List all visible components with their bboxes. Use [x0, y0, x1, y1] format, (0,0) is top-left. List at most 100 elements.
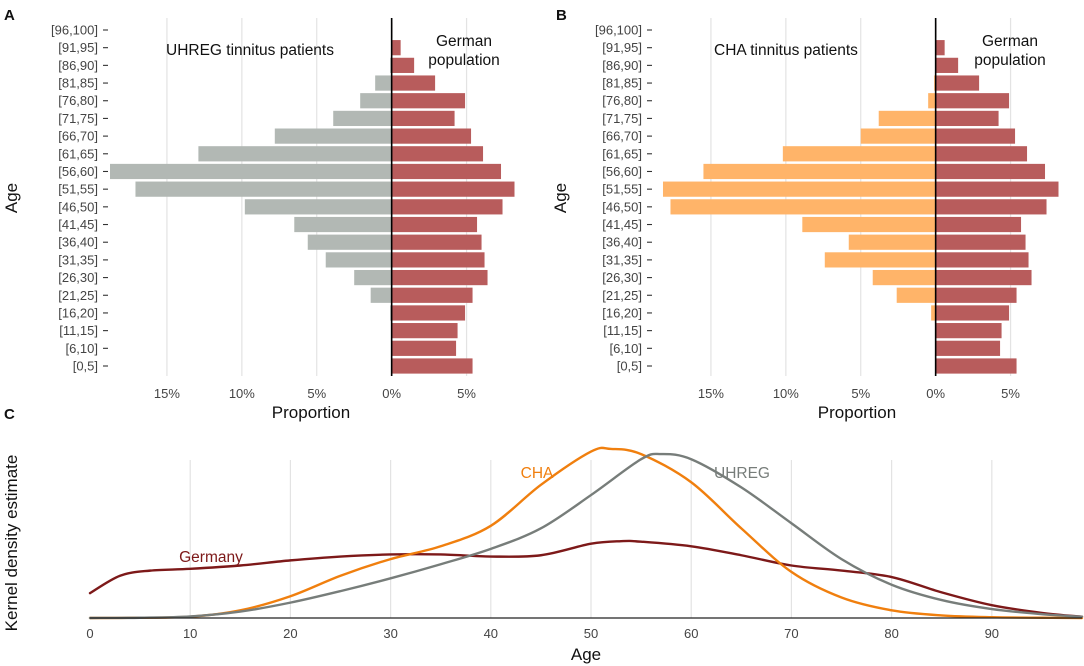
- panel-b-bar-right: [935, 199, 1047, 215]
- panel-a-y-tick-label: [36,40]: [58, 235, 98, 250]
- panel-b-bar-right: [935, 110, 999, 127]
- panel-a-bar-left: [375, 75, 392, 91]
- panel-b-bar-left: [670, 199, 936, 215]
- panel-b-bar-left: [928, 93, 936, 109]
- panel-c-line-germany: [88, 539, 1084, 618]
- panel-b-y-tick-label: [16,20]: [602, 305, 642, 320]
- panel-a-y-tick-label: [81,85]: [58, 76, 98, 91]
- panel-a-bar-right: [391, 358, 473, 374]
- panel-b-bar-right: [935, 163, 1046, 180]
- panel-a-y-tick-label: [21,25]: [58, 288, 98, 303]
- panel-a-bar-left: [325, 252, 392, 268]
- panel-a-bar-left: [294, 216, 392, 233]
- panel-a-bar-right: [391, 128, 472, 144]
- panel-a-right-label-line1: German: [436, 33, 492, 50]
- panel-a-y-tick-label: [61,65]: [58, 146, 98, 161]
- panel-c-line-cha: [88, 446, 1084, 620]
- panel-b-bar-right: [935, 128, 1016, 144]
- panel-b-x-title: Proportion: [818, 403, 896, 422]
- panel-b-y-tick-label: [46,50]: [602, 199, 642, 214]
- panel-b-left-label: CHA tinnitus patients: [714, 42, 858, 59]
- panel-b-bar-left: [896, 287, 936, 303]
- panel-a-bar-right: [391, 269, 488, 286]
- panel-b-y-tick-label: [6,10]: [609, 341, 642, 356]
- panel-b-bar-right: [935, 93, 1010, 109]
- panel-a-right-label-line2: population: [428, 52, 500, 69]
- panel-b-bar-right: [935, 75, 980, 91]
- panel-c-x-title: Age: [571, 645, 601, 664]
- panel-b-bar-right: [935, 323, 1002, 339]
- panel-c-x-tick-label: 50: [584, 626, 598, 641]
- panel-b-bar-left: [782, 146, 936, 162]
- panel-b-y-tick-label: [61,65]: [602, 146, 642, 161]
- panel-letter-b: B: [556, 7, 567, 24]
- panel-b-y-ticks: [0,5] [6,10] [11,15] [16,20] [21,25] [26,30] […: [595, 23, 652, 374]
- panel-letter-c: C: [4, 406, 15, 423]
- panel-b-bar-right: [935, 358, 1017, 374]
- panel-a-x-title: Proportion: [272, 403, 350, 422]
- panel-b-bars-german: [935, 22, 1059, 374]
- panel-a-bar-left: [198, 146, 392, 162]
- panel-a-bar-right: [391, 110, 455, 127]
- panel-a-bar-right: [391, 75, 436, 91]
- panel-c-y-title: Kernel density estimate: [2, 455, 21, 632]
- panel-b-y-tick-label: [31,35]: [602, 252, 642, 267]
- panel-a-y-tick-label: [16,20]: [58, 305, 98, 320]
- panel-a-bar-left: [110, 163, 392, 180]
- panel-a-y-tick-label: [56,60]: [58, 164, 98, 179]
- panel-b-bar-left: [802, 216, 936, 233]
- panel-a-bar-right: [391, 57, 415, 73]
- panel-a-bar-right: [391, 287, 473, 303]
- panel-a-bar-right: [391, 340, 457, 356]
- panel-b-bar-left: [860, 128, 936, 144]
- panel-b-bar-left: [848, 234, 936, 250]
- panel-b-bar-left: [662, 181, 936, 197]
- panel-a-bar-left: [333, 110, 392, 127]
- panel-b-y-tick-label: [11,15]: [603, 323, 642, 338]
- panel-a-bar-left: [370, 287, 392, 303]
- panel-b-y-tick-label: [51,55]: [602, 182, 642, 197]
- panel-c-x-tick-label: 90: [985, 626, 999, 641]
- panel-b-y-title: Age: [551, 183, 570, 213]
- panel-c-label-cha: CHA: [521, 465, 554, 482]
- panel-a-y-tick-label: [0,5]: [73, 359, 98, 374]
- panel-b-bar-right: [935, 340, 1001, 356]
- panel-c-x-tick-label: 70: [784, 626, 798, 641]
- panel-b-y-tick-label: [26,30]: [602, 270, 642, 285]
- panel-b-x-tick-label: 15%: [698, 386, 724, 401]
- panel-b-bar-right: [935, 216, 1022, 233]
- panel-a-y-tick-label: [86,90]: [58, 58, 98, 73]
- panel-b-bar-left: [872, 269, 936, 286]
- panel-a-y-tick-label: [6,10]: [65, 341, 98, 356]
- panel-a-y-tick-label: [91,95]: [58, 40, 98, 55]
- panel-c-label-uhreg: UHREG: [714, 465, 770, 482]
- panel-b-y-tick-label: [91,95]: [602, 40, 642, 55]
- panel-a-x-ticks: 15% 10% 5% 0% 5%: [154, 386, 476, 401]
- panel-b-bar-right: [935, 269, 1032, 286]
- panel-a-y-tick-label: [71,75]: [58, 111, 98, 126]
- panel-a-bars-german: [391, 22, 515, 374]
- panel-c-density: 0 10 20 30 40 50 60 70 80 90 Germany CHA UHREG Ag…: [2, 446, 1084, 664]
- panel-b-y-tick-label: [76,80]: [602, 93, 642, 108]
- panel-b-bars-cha: [662, 75, 936, 321]
- panel-a-x-tick-label: 5%: [457, 386, 476, 401]
- panel-b-bar-left: [878, 110, 936, 127]
- panel-a-y-tick-label: [76,80]: [58, 93, 98, 108]
- panel-b-bar-right: [935, 40, 945, 56]
- panel-a-bar-left: [354, 269, 392, 286]
- panel-b-y-tick-label: [66,70]: [602, 129, 642, 144]
- panel-a-bar-right: [391, 323, 458, 339]
- panel-b-bar-right: [935, 57, 959, 73]
- panel-b-bar-right: [935, 287, 1017, 303]
- panel-c-x-tick-label: 30: [383, 626, 397, 641]
- panel-a-x-tick-label: 10%: [229, 386, 255, 401]
- panel-a-y-tick-label: [41,45]: [58, 217, 98, 232]
- panel-a-bar-left: [244, 199, 392, 215]
- panel-b-bar-left: [703, 163, 936, 180]
- panel-a-y-tick-label: [51,55]: [58, 182, 98, 197]
- panel-c-x-tick-label: 40: [484, 626, 498, 641]
- panel-a-bar-right: [391, 163, 502, 180]
- panel-a-gridlines: [166, 18, 468, 376]
- panel-letter-a: A: [4, 7, 15, 24]
